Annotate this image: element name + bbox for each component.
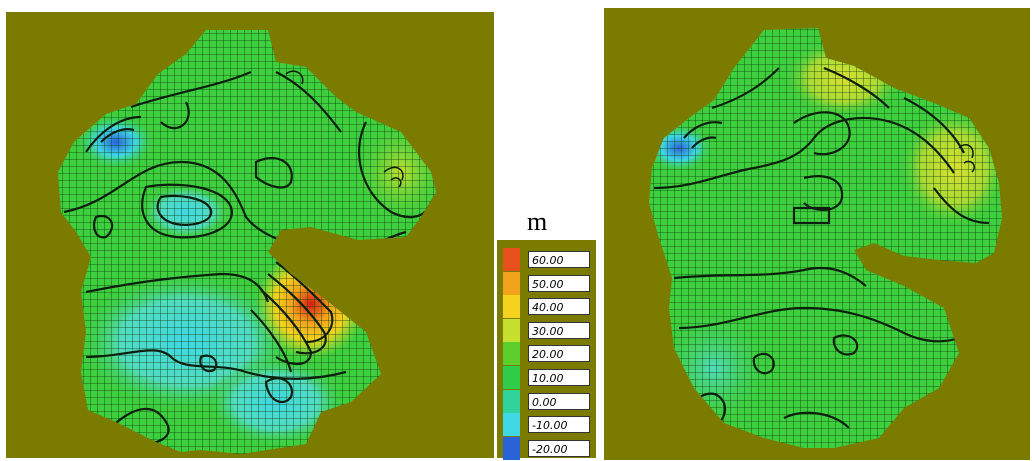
legend-swatch <box>503 271 520 295</box>
color-legend: 60.00 50.00 40.00 30.00 20.00 10.00 0.00 -10.00… <box>497 240 596 460</box>
right-map-panel <box>604 8 1030 460</box>
legend-swatch <box>503 436 520 460</box>
legend-label: 20.00 <box>528 345 590 363</box>
left-map <box>58 30 436 454</box>
legend-swatch <box>503 389 520 413</box>
right-map <box>649 28 1002 448</box>
legend-swatch <box>503 342 520 366</box>
legend-label: 60.00 <box>528 251 590 268</box>
unit-label: m <box>527 207 548 236</box>
legend-swatch <box>503 248 520 271</box>
legend-label: -10.00 <box>528 416 590 434</box>
legend-label: -20.00 <box>528 439 590 457</box>
legend-swatch <box>503 295 520 319</box>
legend-label: 10.00 <box>528 369 590 386</box>
legend-label: 50.00 <box>528 274 590 292</box>
legend-label: 0.00 <box>528 392 590 410</box>
legend-swatch <box>503 318 520 342</box>
legend-swatch <box>503 366 520 389</box>
legend-label: 30.00 <box>528 321 590 339</box>
left-map-panel <box>6 12 494 458</box>
legend-swatch <box>503 413 520 437</box>
legend-label: 40.00 <box>528 298 590 316</box>
